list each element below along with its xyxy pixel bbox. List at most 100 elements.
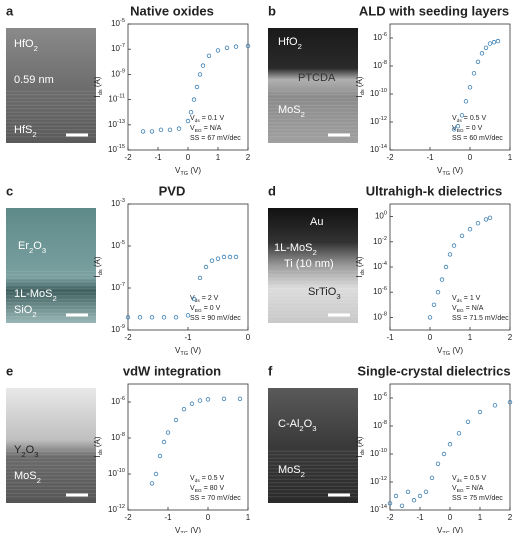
panel-title: Single-crystal dielectrics xyxy=(357,363,510,378)
annotation: SS = 67 mV/dec xyxy=(190,135,241,142)
x-tick-label: -2 xyxy=(386,153,394,162)
y-tick-label-part: -3 xyxy=(120,198,125,204)
y-axis-label-part: (A) xyxy=(93,436,102,449)
y-axis-label: Ids (A) xyxy=(355,76,366,97)
annotation-part: BG xyxy=(457,308,464,314)
y-tick-label-part: -9 xyxy=(120,324,125,330)
y-tick-label: 10-14 xyxy=(370,144,387,154)
data-point xyxy=(215,48,221,53)
y-tick-label: 10-7 xyxy=(111,282,125,292)
y-tick-label-part: 10 xyxy=(373,421,382,430)
y-tick-label-part: 10 xyxy=(111,397,120,406)
image-label-part: 1L-MoS xyxy=(14,288,53,300)
y-axis-label-part: ds xyxy=(98,89,104,95)
panel-title: ALD with seeding layers xyxy=(359,3,509,18)
image-label-part: 2 xyxy=(301,110,305,119)
x-axis-label-part: TG xyxy=(442,531,450,533)
y-tick-label-part: 10 xyxy=(373,237,382,246)
x-axis-label-part: (V) xyxy=(188,346,201,355)
y-tick-label: 10-7 xyxy=(111,44,125,54)
annotation: VBG = 0 V xyxy=(190,305,221,314)
data-point xyxy=(237,396,243,402)
plot-frame xyxy=(127,203,249,331)
y-tick-label-part: -10 xyxy=(379,88,387,94)
x-tick-label: -2 xyxy=(124,513,132,522)
x-tick-label: 0 xyxy=(246,333,251,342)
annotation: VBG = N/A xyxy=(190,125,222,134)
data-point xyxy=(188,109,194,115)
data-point xyxy=(475,220,481,226)
data-point xyxy=(467,226,473,232)
x-axis-label-part: TG xyxy=(180,531,188,533)
y-tick-label-part: -6 xyxy=(382,287,387,293)
y-axis-label-part: (A) xyxy=(93,76,102,89)
plot-frame xyxy=(389,23,511,151)
y-axis-label-part: I xyxy=(93,95,102,97)
y-axis-label-part: I xyxy=(355,455,364,457)
image-label: 1L-MoS2 xyxy=(14,288,57,303)
x-tick-label: 0 xyxy=(186,153,191,162)
annotation-part: BG xyxy=(195,308,202,314)
data-point xyxy=(158,127,164,133)
panel-title: vdW integration xyxy=(123,363,221,378)
annotation-part: ds xyxy=(457,478,463,484)
x-axis-label-part: TG xyxy=(180,171,188,177)
y-tick-label-part: -4 xyxy=(382,261,387,267)
data-point xyxy=(423,489,429,494)
x-axis-label: VTG (V) xyxy=(175,346,201,357)
annotation: VBG = N/A xyxy=(452,485,484,494)
data-point xyxy=(165,430,171,435)
data-point xyxy=(471,71,477,76)
data-point xyxy=(200,63,206,68)
x-axis-label-part: (V) xyxy=(450,346,463,355)
micrograph xyxy=(268,388,358,503)
x-axis-label: VTG (V) xyxy=(175,526,201,533)
image-label-part: 2 xyxy=(299,424,303,433)
y-tick-label-part: -15 xyxy=(117,144,125,150)
data-point xyxy=(149,129,155,134)
image-label-part: 2 xyxy=(313,248,317,257)
annotation-part: SS = 70 mV/dec xyxy=(190,495,241,502)
x-tick-label: 1 xyxy=(478,513,483,522)
annotation: Vds = 0.1 V xyxy=(190,115,224,124)
y-axis-label-part: (A) xyxy=(355,256,364,269)
y-tick-label: 10-8 xyxy=(373,420,387,430)
annotation: SS = 70 mV/dec xyxy=(190,495,241,502)
data-point xyxy=(245,43,251,49)
annotation-part: V xyxy=(190,475,195,482)
y-tick-label-part: 10 xyxy=(373,61,382,70)
y-tick-label: 10-8 xyxy=(373,60,387,70)
x-tick-label: -1 xyxy=(164,513,172,522)
y-axis-label-part: (A) xyxy=(355,436,364,449)
data-point xyxy=(221,254,227,260)
image-label-part: 0.59 nm xyxy=(14,74,54,86)
y-axis-label: Ids (A) xyxy=(93,436,104,457)
image-label-part: PTCDA xyxy=(298,72,336,84)
annotation: Vds = 1 V xyxy=(452,295,481,304)
y-tick-label-part: -8 xyxy=(382,312,387,318)
image-label-part: O xyxy=(304,418,313,430)
data-point xyxy=(487,41,493,46)
micrograph xyxy=(6,208,96,323)
y-tick-label: 10-8 xyxy=(373,312,387,322)
y-tick-label: 10-12 xyxy=(370,116,387,126)
x-tick-label: -1 xyxy=(416,513,424,522)
data-point xyxy=(185,118,191,124)
y-tick-label: 10-10 xyxy=(108,468,125,478)
y-tick-label: 10-5 xyxy=(111,240,125,250)
image-label-part: Y xyxy=(14,444,22,456)
annotation-part: = 80 V xyxy=(202,485,225,492)
data-point xyxy=(161,439,167,445)
micrograph xyxy=(268,28,358,143)
x-axis-label-part: V xyxy=(175,166,181,175)
data-point xyxy=(405,489,411,494)
y-tick-label-part: 10 xyxy=(111,433,120,442)
data-point xyxy=(451,127,457,132)
annotation-part: SS = 90 mV/dec xyxy=(190,315,241,322)
y-tick-label: 10-10 xyxy=(370,448,387,458)
image-label-part: 1L-MoS xyxy=(274,242,313,254)
data-point xyxy=(215,256,221,261)
y-tick-label: 10-6 xyxy=(373,32,387,42)
data-point xyxy=(435,461,441,466)
